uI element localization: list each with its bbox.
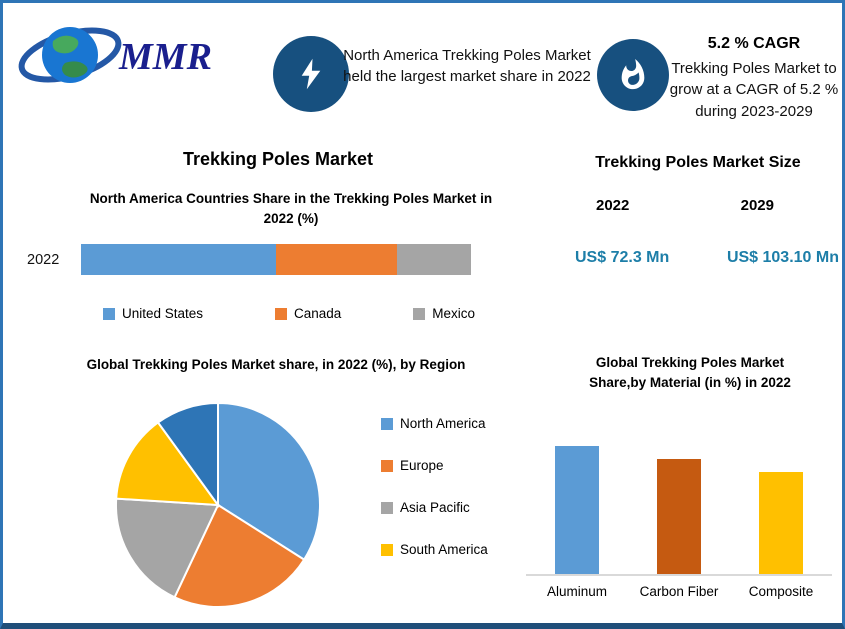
legend-label: Europe [400,458,444,473]
legend-item-united-states: United States [103,306,203,321]
legend-label: South America [400,542,488,557]
pie-slice [115,421,221,507]
cagr-text: Trekking Poles Market to grow at a CAGR … [669,60,839,120]
material-chart-title: Global Trekking Poles Market Share,by Ma… [589,355,791,391]
year-2029-label: 2029 [740,197,774,214]
legend-item-europe: Europe [381,458,488,473]
legend-label: Mexico [432,306,475,321]
year-2022-label: 2022 [596,197,630,214]
market-size-values: US$ 72.3 Mn US$ 103.10 Mn [575,249,839,267]
region-pie-svg [115,401,321,608]
stacked-bar [81,244,471,275]
value-2022: US$ 72.3 Mn [575,249,670,266]
material-bars-area [526,431,832,576]
country-legend: United States Canada Mexico [103,306,475,321]
legend-item-north-america: North America [381,416,488,431]
material-labels: Aluminum Carbon Fiber Composite [526,584,832,599]
legend-swatch [381,459,393,472]
pie-slice [115,497,220,599]
cagr-stat-block: 5.2 % CAGR Trekking Poles Market to grow… [667,35,841,122]
material-bar [657,458,701,574]
region-legend: North America Europe Asia Pacific South … [381,416,488,557]
stacked-bar-category-label: 2022 [27,252,60,268]
material-bar [759,471,803,574]
cagr-title: 5.2 % CAGR [707,35,801,52]
page-title: Trekking Poles Market [182,149,374,169]
pie-slice [156,401,219,509]
legend-label: United States [122,306,204,321]
legend-label: North America [400,416,486,431]
legend-item-mexico: Mexico [413,306,475,321]
market-size-years: 2022 2029 [596,197,774,214]
legend-swatch [381,501,393,514]
flame-icon [621,58,645,90]
material-label: Aluminum [546,584,608,599]
cagr-stat-circle [597,39,669,111]
country-share-chart-title: North America Countries Share in the Tre… [89,191,493,227]
material-bar [555,446,599,574]
legend-item-canada: Canada [274,306,342,321]
share-stat-text: North America Trekking Poles Market held… [343,47,591,86]
legend-swatch [274,307,287,320]
stacked-segment [81,244,276,275]
legend-swatch [381,543,393,556]
legend-swatch [381,417,393,430]
globe-land-icon [62,61,88,78]
material-chart: Aluminum Carbon Fiber Composite [526,431,832,599]
market-size-title: Trekking Poles Market Size [595,154,801,171]
legend-item-asia-pacific: Asia Pacific [381,500,488,515]
legend-swatch [413,307,426,320]
logo-text: MMR [118,36,212,78]
legend-item-south-america: South America [381,542,488,557]
material-label: Composite [748,584,814,599]
legend-swatch [103,307,115,320]
region-pie-title: Global Trekking Poles Market share, in 2… [86,357,466,372]
value-2029: US$ 103.10 Mn [726,249,839,266]
legend-label: Canada [293,306,342,321]
material-label: Carbon Fiber [639,584,719,599]
legend-label: Asia Pacific [400,500,470,515]
share-stat-circle [273,36,349,112]
stacked-segment [276,244,397,275]
lightning-icon [301,58,321,90]
globe-land-icon [52,35,79,54]
stacked-segment [396,244,471,275]
mmr-logo: MMR [15,11,235,104]
